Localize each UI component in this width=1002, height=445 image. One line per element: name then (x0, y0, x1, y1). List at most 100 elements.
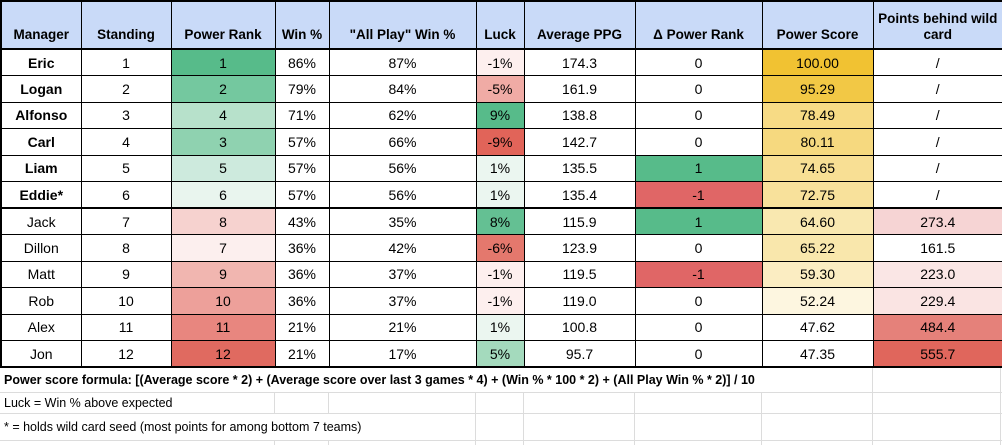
cell-points-behind-wild-card[interactable]: 555.7 (872, 340, 1002, 368)
cell-all-play-win-pct[interactable]: 87% (328, 48, 477, 76)
cell-standing[interactable]: 9 (80, 260, 172, 288)
cell-power-rank[interactable]: 12 (170, 340, 276, 368)
cell-all-play-win-pct[interactable]: 62% (328, 101, 477, 129)
cell-power-score[interactable]: 47.62 (761, 313, 874, 341)
cell-win-pct[interactable]: 57% (274, 181, 330, 209)
cell-standing[interactable]: 1 (80, 48, 172, 76)
cell-luck[interactable]: -5% (475, 75, 525, 103)
cell-power-rank[interactable]: 7 (170, 234, 276, 262)
power-score-formula-note[interactable]: Power score formula: [(Average score * 2… (0, 368, 1002, 393)
cell-power-rank[interactable]: 1 (170, 48, 276, 76)
cell-standing[interactable]: 8 (80, 234, 172, 262)
cell-luck[interactable]: 8% (475, 207, 525, 235)
cell-points-behind-wild-card[interactable]: / (872, 128, 1002, 156)
cell-power-rank[interactable]: 3 (170, 128, 276, 156)
cell-win-pct[interactable]: 21% (274, 340, 330, 368)
cell-power-score[interactable]: 65.22 (761, 234, 874, 262)
cell-win-pct[interactable]: 43% (274, 207, 330, 235)
cell-manager[interactable]: Matt (0, 260, 82, 288)
cell-all-play-win-pct[interactable]: 37% (328, 260, 477, 288)
cell-standing[interactable]: 6 (80, 181, 172, 209)
cell-manager[interactable]: Jack (0, 207, 82, 235)
cell-power-rank[interactable]: 5 (170, 154, 276, 182)
cell-all-play-win-pct[interactable]: 56% (328, 154, 477, 182)
cell-delta-power-rank[interactable]: 0 (634, 75, 763, 103)
cell-luck[interactable]: 9% (475, 101, 525, 129)
cell-all-play-win-pct[interactable]: 37% (328, 287, 477, 315)
cell-points-behind-wild-card[interactable]: / (872, 101, 1002, 129)
cell-manager[interactable]: Logan (0, 75, 82, 103)
cell-average-ppg[interactable]: 123.9 (523, 234, 636, 262)
col-header-standing[interactable]: Standing (80, 0, 172, 50)
cell-manager[interactable]: Alex (0, 313, 82, 341)
cell-points-behind-wild-card[interactable]: 161.5 (872, 234, 1002, 262)
col-header-all-play-win-pct[interactable]: "All Play" Win % (328, 0, 477, 50)
cell-delta-power-rank[interactable]: 1 (634, 154, 763, 182)
cell-average-ppg[interactable]: 142.7 (523, 128, 636, 156)
col-header-average-ppg[interactable]: Average PPG (523, 0, 636, 50)
cell-win-pct[interactable]: 57% (274, 154, 330, 182)
cell-power-score[interactable]: 80.11 (761, 128, 874, 156)
cell-delta-power-rank[interactable]: 0 (634, 313, 763, 341)
cell-power-score[interactable]: 72.75 (761, 181, 874, 209)
col-header-luck[interactable]: Luck (475, 0, 525, 50)
cell-win-pct[interactable]: 21% (274, 313, 330, 341)
luck-definition-note[interactable]: Luck = Win % above expected (0, 393, 1002, 414)
cell-luck[interactable]: 5% (475, 340, 525, 368)
cell-delta-power-rank[interactable]: 0 (634, 101, 763, 129)
cell-points-behind-wild-card[interactable]: 223.0 (872, 260, 1002, 288)
col-header-points-behind-wild-card[interactable]: Points behind wild card (872, 0, 1002, 50)
cell-standing[interactable]: 11 (80, 313, 172, 341)
cell-luck[interactable]: 1% (475, 313, 525, 341)
col-header-manager[interactable]: Manager (0, 0, 82, 50)
cell-win-pct[interactable]: 71% (274, 101, 330, 129)
cell-power-score[interactable]: 59.30 (761, 260, 874, 288)
cell-all-play-win-pct[interactable]: 56% (328, 181, 477, 209)
cell-power-score[interactable]: 74.65 (761, 154, 874, 182)
cell-all-play-win-pct[interactable]: 42% (328, 234, 477, 262)
cell-win-pct[interactable]: 86% (274, 48, 330, 76)
cell-power-score[interactable]: 95.29 (761, 75, 874, 103)
cell-power-score[interactable]: 100.00 (761, 48, 874, 76)
cell-manager[interactable]: Liam (0, 154, 82, 182)
cell-standing[interactable]: 5 (80, 154, 172, 182)
cell-power-score[interactable]: 78.49 (761, 101, 874, 129)
cell-standing[interactable]: 3 (80, 101, 172, 129)
col-header-power-score[interactable]: Power Score (761, 0, 874, 50)
cell-manager[interactable]: Jon (0, 340, 82, 368)
cell-standing[interactable]: 7 (80, 207, 172, 235)
cell-standing[interactable]: 10 (80, 287, 172, 315)
cell-luck[interactable]: -9% (475, 128, 525, 156)
cell-average-ppg[interactable]: 161.9 (523, 75, 636, 103)
cell-power-rank[interactable]: 4 (170, 101, 276, 129)
cell-manager[interactable]: Eddie* (0, 181, 82, 209)
cell-power-rank[interactable]: 6 (170, 181, 276, 209)
cell-standing[interactable]: 12 (80, 340, 172, 368)
cell-all-play-win-pct[interactable]: 84% (328, 75, 477, 103)
cell-luck[interactable]: -1% (475, 260, 525, 288)
cell-win-pct[interactable]: 79% (274, 75, 330, 103)
cell-average-ppg[interactable]: 119.5 (523, 260, 636, 288)
cell-points-behind-wild-card[interactable]: / (872, 75, 1002, 103)
cell-luck[interactable]: 1% (475, 181, 525, 209)
cell-points-behind-wild-card[interactable]: / (872, 181, 1002, 209)
cell-manager[interactable]: Alfonso (0, 101, 82, 129)
cell-standing[interactable]: 4 (80, 128, 172, 156)
cell-delta-power-rank[interactable]: 1 (634, 207, 763, 235)
cell-points-behind-wild-card[interactable]: / (872, 154, 1002, 182)
cell-average-ppg[interactable]: 135.4 (523, 181, 636, 209)
cell-standing[interactable]: 2 (80, 75, 172, 103)
cell-points-behind-wild-card[interactable]: / (872, 48, 1002, 76)
cell-average-ppg[interactable]: 100.8 (523, 313, 636, 341)
cell-manager[interactable]: Dillon (0, 234, 82, 262)
cell-power-score[interactable]: 47.35 (761, 340, 874, 368)
cell-delta-power-rank[interactable]: 0 (634, 48, 763, 76)
cell-points-behind-wild-card[interactable]: 484.4 (872, 313, 1002, 341)
cell-all-play-win-pct[interactable]: 35% (328, 207, 477, 235)
cell-delta-power-rank[interactable]: 0 (634, 340, 763, 368)
col-header-win-pct[interactable]: Win % (274, 0, 330, 50)
cell-power-rank[interactable]: 8 (170, 207, 276, 235)
cell-manager[interactable]: Carl (0, 128, 82, 156)
cell-average-ppg[interactable]: 119.0 (523, 287, 636, 315)
cell-delta-power-rank[interactable]: 0 (634, 234, 763, 262)
